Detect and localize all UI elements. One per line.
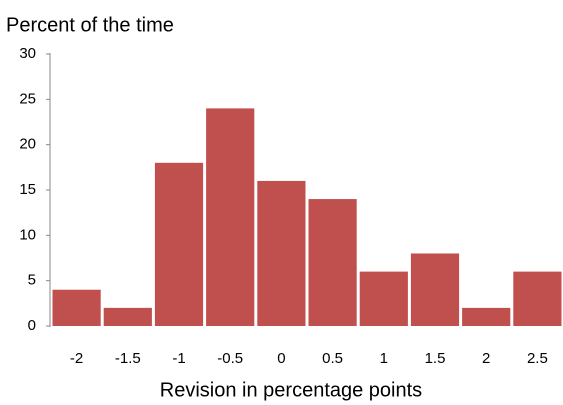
y-tick-label: 0: [28, 317, 36, 334]
x-tick-label: 0.5: [322, 350, 343, 367]
y-axis-title: Percent of the time: [6, 14, 174, 36]
x-tick-label: -0.5: [217, 350, 243, 367]
x-tick-label: -2: [70, 350, 83, 367]
x-tick-label: 1: [380, 350, 388, 367]
bar: [513, 271, 562, 326]
bar: [103, 307, 152, 326]
x-tick-label: 0: [277, 350, 285, 367]
bar: [462, 307, 511, 326]
x-tick-label: -1: [172, 350, 185, 367]
x-axis-title: Revision in percentage points: [160, 379, 422, 401]
bar: [257, 180, 306, 326]
y-tick-label: 10: [19, 226, 36, 243]
bar: [154, 162, 204, 326]
y-tick-label: 20: [19, 136, 36, 153]
y-tick-label: 30: [19, 45, 36, 62]
x-tick-label: 2: [482, 350, 490, 367]
bar: [308, 199, 357, 326]
bar: [206, 108, 255, 327]
bar: [359, 271, 408, 326]
bar: [410, 253, 460, 326]
x-tick-label: -1.5: [115, 350, 141, 367]
y-tick-label: 5: [28, 272, 36, 289]
x-tick-label: 2.5: [527, 350, 548, 367]
y-tick-label: 15: [19, 181, 36, 198]
x-tick-label: 1.5: [425, 350, 446, 367]
y-tick-label: 25: [19, 90, 36, 107]
bar: [52, 289, 101, 326]
